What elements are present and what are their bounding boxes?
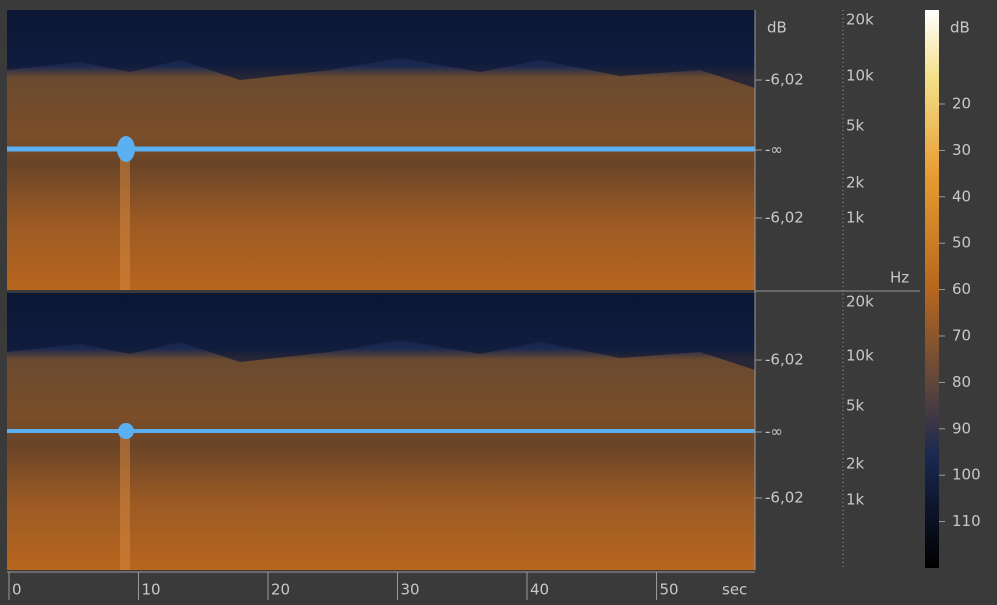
color-scale-label: 20 <box>952 95 971 113</box>
frequency-label: 20k <box>846 11 874 29</box>
transient <box>120 155 130 290</box>
amplitude-label: -∞ <box>765 141 783 159</box>
time-label: 10 <box>142 581 161 599</box>
waveform <box>117 136 135 162</box>
color-scale-label: 100 <box>952 466 981 484</box>
frequency-label: 2k <box>846 455 865 473</box>
spectrogram-band <box>7 10 755 88</box>
frequency-label: 1k <box>846 209 865 227</box>
color-scale-label: 110 <box>952 512 981 530</box>
amplitude-label: -6,02 <box>765 209 804 227</box>
amplitude-label: -6,02 <box>765 351 804 369</box>
time-label: 30 <box>401 581 420 599</box>
color-scale-label: 70 <box>952 327 971 345</box>
color-scale-unit: dB <box>950 19 970 37</box>
color-scale-label: 90 <box>952 419 971 437</box>
amplitude-label: -∞ <box>765 423 783 441</box>
transient <box>120 437 130 570</box>
time-unit: sec <box>722 581 747 599</box>
color-scale-label: 40 <box>952 187 971 205</box>
frequency-label: 10k <box>846 347 874 365</box>
spectrogram-band <box>7 293 755 370</box>
color-bar <box>925 10 939 568</box>
color-scale-label: 60 <box>952 280 971 298</box>
time-label: 0 <box>12 581 22 599</box>
amplitude-label: -6,02 <box>765 71 804 89</box>
amplitude-label: -6,02 <box>765 489 804 507</box>
color-scale-label: 80 <box>952 373 971 391</box>
time-label: 20 <box>271 581 290 599</box>
frequency-label: 2k <box>846 174 865 192</box>
frequency-label: 1k <box>846 491 865 509</box>
color-scale-label: 30 <box>952 141 971 159</box>
amplitude-unit: dB <box>767 19 787 37</box>
frequency-label: 10k <box>846 67 874 85</box>
frequency-unit: Hz <box>890 269 909 287</box>
waveform <box>118 423 134 439</box>
time-label: 50 <box>660 581 679 599</box>
time-label: 40 <box>530 581 549 599</box>
frequency-label: 5k <box>846 117 865 135</box>
frequency-label: 5k <box>846 397 865 415</box>
color-scale-label: 50 <box>952 234 971 252</box>
frequency-label: 20k <box>846 293 874 311</box>
